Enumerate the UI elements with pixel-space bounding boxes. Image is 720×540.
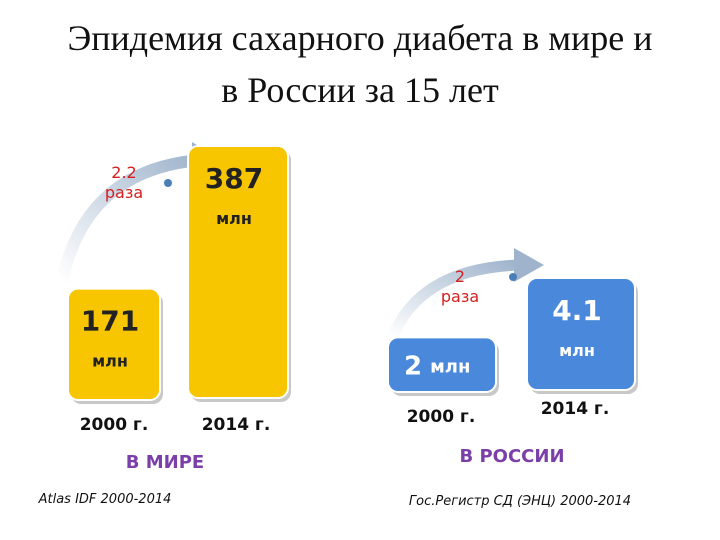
dot [164,179,172,187]
value: 2 [404,352,422,382]
region-label: В МИРЕ [126,452,204,473]
arrow-head [514,248,544,282]
unit: млн [559,341,595,360]
source: Atlas IDF 2000-2014 [38,492,172,507]
region-label: В РОССИИ [459,446,564,467]
year: 2014 г. [541,399,610,419]
bar [67,287,161,401]
unit: млн [92,352,128,371]
arrow [386,259,521,341]
bar [526,277,636,391]
arrow [56,154,201,284]
year: 2000 г. [407,407,476,427]
growth-unit: раза [441,287,479,306]
value: 4.1 [552,294,602,327]
slide-title-line2: в России за 15 лет [221,70,499,110]
slide-title: Эпидемия сахарного диабета в мире и [67,18,652,58]
value: 171 [81,305,139,338]
year: 2014 г. [202,415,271,435]
unit: млн [430,357,470,378]
growth-value: 2.2 [111,163,136,182]
growth-unit: раза [105,183,143,202]
bar [387,336,497,393]
growth-value: 2 [455,267,465,286]
value: 387 [205,162,263,195]
source: Гос.Регистр СД (ЭНЦ) 2000-2014 [409,494,631,509]
dot [509,273,517,281]
unit: млн [216,209,252,228]
bar [187,145,289,399]
year: 2000 г. [80,415,149,435]
